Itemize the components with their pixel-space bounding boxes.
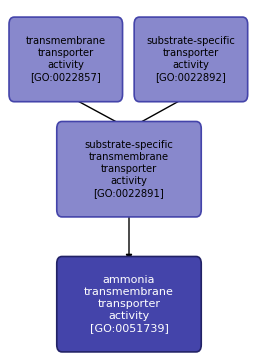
FancyBboxPatch shape bbox=[57, 121, 201, 217]
Text: substrate-specific
transporter
activity
[GO:0022892]: substrate-specific transporter activity … bbox=[147, 36, 235, 82]
FancyBboxPatch shape bbox=[9, 17, 123, 102]
Text: substrate-specific
transmembrane
transporter
activity
[GO:0022891]: substrate-specific transmembrane transpo… bbox=[85, 140, 173, 198]
FancyBboxPatch shape bbox=[57, 256, 201, 352]
Text: transmembrane
transporter
activity
[GO:0022857]: transmembrane transporter activity [GO:0… bbox=[26, 36, 106, 82]
Text: ammonia
transmembrane
transporter
activity
[GO:0051739]: ammonia transmembrane transporter activi… bbox=[84, 275, 174, 333]
FancyBboxPatch shape bbox=[134, 17, 248, 102]
